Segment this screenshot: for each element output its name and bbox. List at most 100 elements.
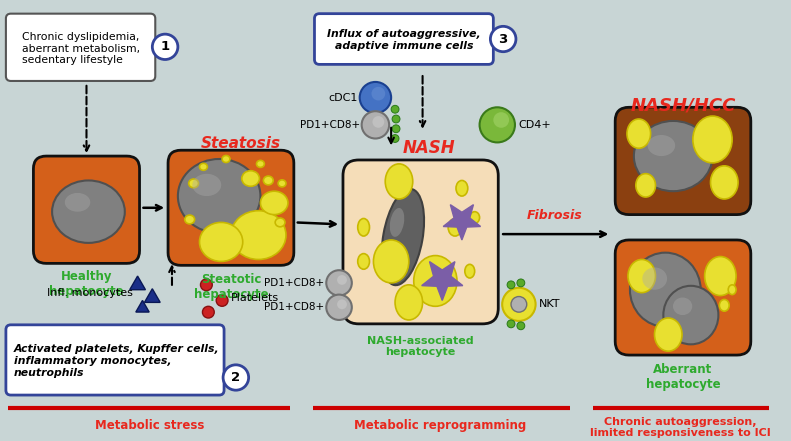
Circle shape [490, 26, 516, 52]
Ellipse shape [395, 285, 422, 320]
Ellipse shape [382, 189, 424, 285]
Ellipse shape [634, 121, 713, 191]
Ellipse shape [65, 193, 90, 212]
Polygon shape [443, 205, 481, 240]
Text: Influx of autoaggressive,
adaptive immune cells: Influx of autoaggressive, adaptive immun… [327, 29, 481, 51]
Ellipse shape [630, 253, 701, 327]
Ellipse shape [729, 285, 736, 295]
Circle shape [200, 279, 212, 291]
FancyBboxPatch shape [343, 160, 498, 324]
Circle shape [494, 112, 509, 128]
Text: Metabolic stress: Metabolic stress [95, 419, 204, 433]
FancyBboxPatch shape [6, 325, 224, 395]
Text: PD1+CD8+: PD1+CD8+ [264, 278, 324, 288]
Text: cDC1: cDC1 [328, 93, 358, 103]
Ellipse shape [719, 299, 729, 311]
Text: Steatosis: Steatosis [201, 135, 281, 150]
Text: Activated platelets, Kupffer cells,
inflammatory monocytes,
neutrophils: Activated platelets, Kupffer cells, infl… [13, 344, 219, 377]
Ellipse shape [648, 135, 676, 156]
Ellipse shape [456, 180, 467, 196]
FancyBboxPatch shape [6, 14, 155, 81]
Ellipse shape [385, 164, 413, 199]
Ellipse shape [242, 171, 259, 186]
Text: NASH/HCC: NASH/HCC [630, 96, 736, 114]
Ellipse shape [465, 264, 475, 278]
Ellipse shape [278, 180, 286, 187]
Ellipse shape [231, 211, 286, 259]
Circle shape [391, 105, 399, 113]
Circle shape [511, 296, 527, 312]
Text: Fibrosis: Fibrosis [526, 209, 582, 222]
Ellipse shape [373, 240, 409, 283]
Circle shape [517, 279, 524, 287]
Ellipse shape [256, 161, 264, 168]
Circle shape [479, 107, 515, 142]
Ellipse shape [192, 174, 221, 196]
Circle shape [392, 115, 400, 123]
Ellipse shape [627, 119, 650, 148]
Circle shape [392, 125, 400, 133]
Ellipse shape [673, 298, 692, 315]
Text: NASH-associated
hepatocyte: NASH-associated hepatocyte [367, 336, 474, 357]
Ellipse shape [199, 222, 243, 262]
Ellipse shape [189, 179, 199, 188]
Circle shape [507, 320, 515, 328]
Text: 1: 1 [161, 40, 169, 53]
Circle shape [223, 365, 248, 390]
Ellipse shape [414, 256, 457, 306]
Ellipse shape [185, 215, 195, 224]
Ellipse shape [178, 159, 260, 233]
Text: PD1+CD8+: PD1+CD8+ [264, 302, 324, 312]
Circle shape [153, 34, 178, 60]
Ellipse shape [705, 257, 736, 295]
Ellipse shape [628, 259, 656, 293]
Text: NKT: NKT [539, 299, 560, 309]
Ellipse shape [710, 166, 738, 199]
Text: Metabolic reprogramming: Metabolic reprogramming [354, 419, 526, 433]
Text: Steatotic
hepatocyte: Steatotic hepatocyte [194, 273, 268, 301]
Text: Healthy
hepatocyte: Healthy hepatocyte [49, 270, 124, 298]
Circle shape [216, 295, 228, 306]
Text: CD4+: CD4+ [518, 120, 551, 130]
Circle shape [507, 281, 515, 289]
Text: Infl. monocytes: Infl. monocytes [47, 288, 133, 298]
Text: NASH: NASH [402, 139, 455, 157]
Ellipse shape [222, 156, 230, 163]
Circle shape [326, 295, 352, 320]
Ellipse shape [199, 163, 207, 170]
Circle shape [373, 116, 384, 128]
Ellipse shape [358, 218, 369, 236]
Circle shape [502, 288, 536, 321]
Circle shape [202, 306, 214, 318]
Text: 3: 3 [498, 33, 508, 45]
Ellipse shape [693, 116, 732, 163]
Text: Chronic autoaggression,
limited responsiveness to ICI: Chronic autoaggression, limited responsi… [589, 416, 770, 438]
FancyBboxPatch shape [615, 107, 751, 215]
Circle shape [361, 111, 389, 138]
Text: Chronic dyslipidemia,
aberrant metabolism,
sedentary lifestyle: Chronic dyslipidemia, aberrant metabolis… [21, 32, 140, 65]
Ellipse shape [52, 180, 125, 243]
Ellipse shape [260, 191, 288, 215]
Text: 2: 2 [231, 371, 240, 384]
Polygon shape [130, 276, 146, 290]
Circle shape [337, 275, 347, 285]
Polygon shape [422, 262, 463, 300]
Ellipse shape [390, 208, 404, 237]
Ellipse shape [448, 218, 462, 236]
Text: Aberrant
hepatocyte: Aberrant hepatocyte [645, 363, 721, 391]
Circle shape [337, 299, 347, 309]
Ellipse shape [642, 268, 667, 290]
Ellipse shape [275, 218, 285, 227]
Circle shape [360, 82, 391, 113]
Circle shape [372, 87, 385, 101]
Ellipse shape [470, 212, 479, 224]
Ellipse shape [664, 286, 718, 344]
FancyBboxPatch shape [315, 14, 494, 64]
Circle shape [391, 135, 399, 142]
Ellipse shape [636, 174, 656, 197]
Ellipse shape [654, 318, 682, 351]
Polygon shape [136, 300, 149, 312]
Polygon shape [145, 289, 161, 303]
FancyBboxPatch shape [33, 156, 139, 263]
Text: PD1+CD8+: PD1+CD8+ [300, 120, 360, 130]
